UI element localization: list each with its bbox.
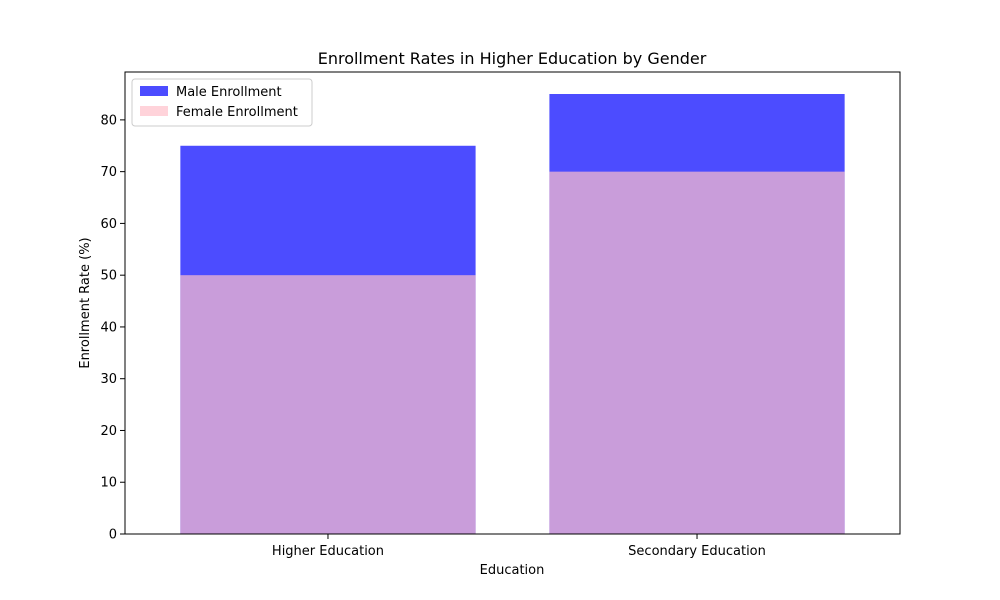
x-tick-label: Higher Education <box>272 544 384 559</box>
y-tick-label: 10 <box>100 476 117 491</box>
legend-swatch-male <box>140 86 168 96</box>
legend-label-male: Male Enrollment <box>176 85 282 100</box>
y-tick-label: 70 <box>100 165 117 180</box>
bar-female-1 <box>549 171 845 534</box>
y-tick-label: 40 <box>100 320 117 335</box>
y-tick-label: 50 <box>100 269 117 284</box>
y-tick-label: 20 <box>100 424 117 439</box>
x-axis: Higher Education Secondary Education <box>272 534 766 559</box>
y-axis: 0 10 20 30 40 50 60 70 80 <box>100 113 125 543</box>
y-tick-label: 80 <box>100 113 117 128</box>
bars <box>180 94 845 534</box>
y-axis-label: Enrollment Rate (%) <box>78 237 93 368</box>
plot-frame <box>124 71 901 535</box>
legend-swatch-female <box>140 106 168 116</box>
y-tick-label: 60 <box>100 217 117 232</box>
legend: Male Enrollment Female Enrollment <box>131 78 313 127</box>
y-tick-label: 30 <box>100 372 117 387</box>
x-axis-label: Education <box>480 563 545 578</box>
bar-female-0 <box>180 275 476 534</box>
legend-box <box>131 78 313 127</box>
y-tick-label: 0 <box>109 528 117 543</box>
x-tick-label: Secondary Education <box>628 544 766 559</box>
chart-title: Enrollment Rates in Higher Education by … <box>318 49 707 68</box>
legend-label-female: Female Enrollment <box>176 105 298 120</box>
